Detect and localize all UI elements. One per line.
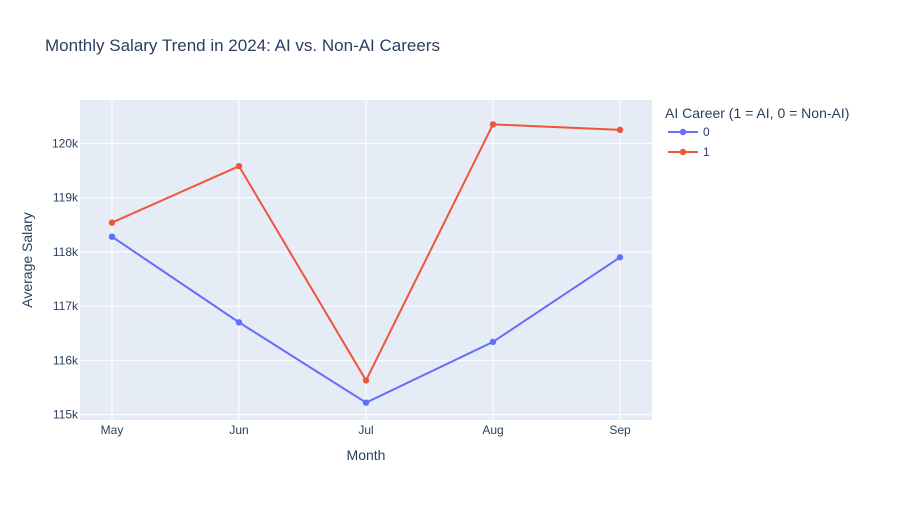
data-point-0[interactable] <box>489 338 497 346</box>
data-point-0[interactable] <box>235 319 243 326</box>
data-point-1[interactable] <box>235 162 243 170</box>
data-point-1[interactable] <box>108 219 116 226</box>
x-tick-label: Aug <box>482 423 503 437</box>
y-tick-label: 115k <box>53 408 79 422</box>
x-tick-label: Jun <box>229 423 248 437</box>
data-point-1[interactable] <box>489 121 497 128</box>
x-tick-label: May <box>101 423 124 437</box>
y-tick-label: 117k <box>53 299 79 313</box>
data-point-0[interactable] <box>616 254 624 261</box>
legend-title: AI Career (1 = AI, 0 = Non-AI) <box>665 105 849 121</box>
legend: AI Career (1 = AI, 0 = Non-AI) 01 <box>665 105 849 159</box>
legend-item-1[interactable]: 1 <box>668 145 710 159</box>
data-point-1[interactable] <box>362 377 370 384</box>
data-point-0[interactable] <box>362 399 370 406</box>
legend-label: 1 <box>703 145 710 159</box>
legend-label: 0 <box>703 125 710 139</box>
legend-swatch-marker <box>679 128 687 136</box>
x-axis-label: Month <box>347 447 386 463</box>
y-tick-label: 116k <box>53 353 79 367</box>
y-tick-labels: 115k 116k 117k 118k 119k 120k <box>52 136 79 421</box>
data-point-1[interactable] <box>616 126 624 134</box>
y-axis-label: Average Salary <box>19 212 35 307</box>
x-tick-label: Sep <box>609 423 631 437</box>
y-tick-label: 118k <box>53 245 79 259</box>
legend-item-0[interactable]: 0 <box>668 125 710 139</box>
y-tick-label: 119k <box>53 191 79 205</box>
x-tick-labels: May Jun Jul Aug Sep <box>101 423 631 437</box>
legend-items: 01 <box>668 125 710 159</box>
legend-swatch-marker <box>679 148 687 156</box>
y-tick-label: 120k <box>52 136 79 150</box>
chart-title: Monthly Salary Trend in 2024: AI vs. Non… <box>45 36 440 55</box>
x-tick-label: Jul <box>358 423 373 437</box>
series-layer <box>108 121 624 406</box>
data-point-0[interactable] <box>108 233 116 240</box>
